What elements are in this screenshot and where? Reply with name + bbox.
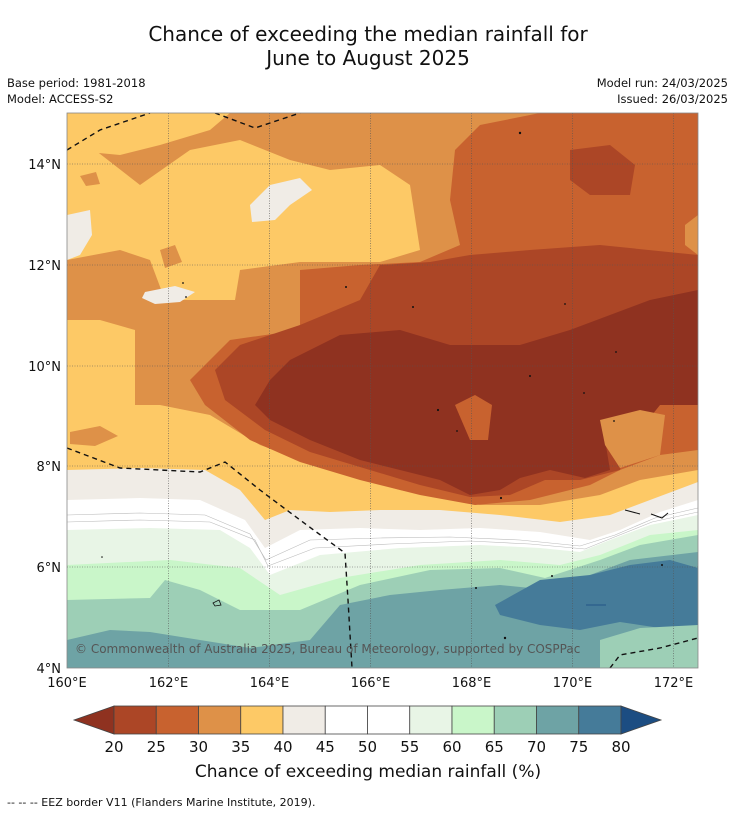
colorbar-tick-label: 50 [358, 738, 377, 756]
colorbar-extend-high [620, 705, 663, 735]
colorbar-swatch [282, 705, 326, 735]
colorbar-tick-label: 35 [231, 738, 250, 756]
colorbar-swatch [536, 705, 580, 735]
latitude-ticks: 4°N 6°N 8°N 10°N 12°N 14°N [28, 158, 61, 677]
colorbar-tick-label: 40 [273, 738, 292, 756]
probability-field: © Commonwealth of Australia 2025, Bureau… [67, 113, 698, 668]
patch-35-north [80, 172, 100, 186]
colorbar-tick-label: 80 [611, 738, 630, 756]
island-outline [212, 599, 222, 607]
model-text: Model: ACCESS-S2 [7, 92, 114, 106]
atoll-outline [624, 509, 669, 519]
footnote: -- -- -- EEZ border V11 (Flanders Marine… [7, 796, 316, 809]
colorbar-swatch [324, 705, 368, 735]
colorbar-swatch [367, 705, 411, 735]
band-below-20 [255, 290, 698, 495]
colorbar-tick-label: 65 [485, 738, 504, 756]
lon-tick-label: 166°E [351, 676, 391, 691]
map-frame [66, 112, 699, 669]
meta-right: Model run: 24/03/2025 Issued: 26/03/2025 [597, 75, 728, 107]
colorbar-swatch [409, 705, 453, 735]
colorbar-tick-label: 20 [104, 738, 123, 756]
issued-text: Issued: 26/03/2025 [617, 92, 728, 106]
lon-tick-label: 168°E [452, 676, 492, 691]
patch-40-45-central [142, 286, 195, 304]
lat-tick-label: 4°N [37, 662, 62, 677]
lat-tick-label: 8°N [37, 460, 62, 475]
colorbar-tick-label: 75 [569, 738, 588, 756]
colorbar-tick-label: 70 [527, 738, 546, 756]
lat-tick-label: 6°N [37, 561, 62, 576]
lon-tick-label: 172°E [654, 676, 694, 691]
map-figure: © Commonwealth of Australia 2025, Bureau… [28, 112, 699, 756]
patch-35-central [160, 245, 182, 268]
colorbar-extend-low [72, 705, 115, 735]
colorbar-swatch [493, 705, 537, 735]
colorbar [72, 705, 663, 735]
band-35-40-northwest [67, 113, 230, 155]
meta-left: Base period: 1981-2018 Model: ACCESS-S2 [7, 75, 146, 107]
graticule [67, 113, 698, 668]
colorbar-tick-label: 25 [147, 738, 166, 756]
title-line-2: June to August 2025 [266, 46, 470, 70]
colorbar-swatch [451, 705, 495, 735]
patch-40-45-north [250, 178, 312, 222]
band-70-75 [67, 552, 698, 668]
contour-lines [67, 507, 698, 567]
band-75-80 [495, 560, 698, 630]
colorbar-swatch [198, 705, 242, 735]
band-35-40-west [67, 140, 420, 300]
lon-tick-label: 164°E [250, 676, 290, 691]
copyright-text: © Commonwealth of Australia 2025, Bureau… [75, 642, 580, 656]
islands [101, 131, 663, 640]
colorbar-swatch [578, 705, 622, 735]
patch-30-ne [685, 215, 698, 255]
title-line-1: Chance of exceeding the median rainfall … [148, 22, 588, 46]
colorbar-tick-label: 60 [442, 738, 461, 756]
colorbar-swatch [155, 705, 199, 735]
lon-tick-label: 160°E [47, 676, 87, 691]
colorbar-tick-label: 30 [189, 738, 208, 756]
lat-tick-label: 12°N [28, 259, 61, 274]
patch-30-east [600, 410, 665, 468]
patch-40-45-west [67, 210, 92, 260]
colorbar-tick-label: 55 [400, 738, 419, 756]
longitude-ticks: 160°E 162°E 164°E 166°E 168°E 170°E 172°E [47, 676, 693, 691]
colorbar-swatch [113, 705, 157, 735]
lat-tick-label: 10°N [28, 360, 61, 375]
eez-border [67, 113, 698, 668]
base-period-text: Base period: 1981-2018 [7, 76, 146, 90]
lon-tick-label: 162°E [149, 676, 189, 691]
lat-tick-label: 14°N [28, 158, 61, 173]
map-title: Chance of exceeding the median rainfall … [0, 22, 736, 70]
model-run-text: Model run: 24/03/2025 [596, 76, 728, 90]
colorbar-tick-label: 45 [316, 738, 335, 756]
patch-35-west [70, 426, 118, 446]
colorbar-labels: 20 25 30 35 40 45 50 55 60 65 70 75 80 [104, 738, 630, 756]
colorbar-swatch [240, 705, 284, 735]
lon-tick-label: 170°E [553, 676, 593, 691]
colorbar-title: Chance of exceeding median rainfall (%) [194, 762, 542, 782]
patch-30-south [455, 395, 492, 440]
